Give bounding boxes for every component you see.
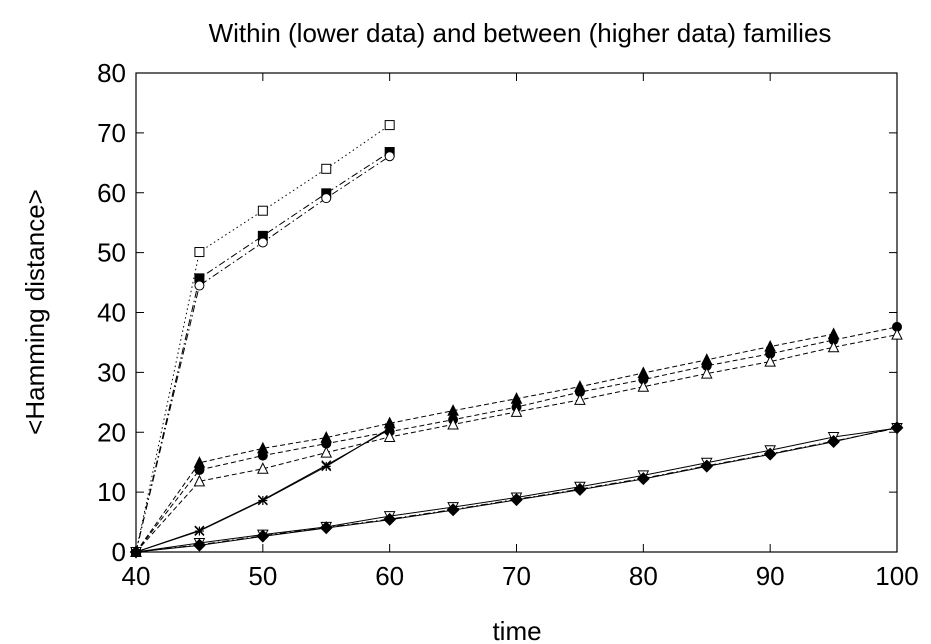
series-line-4 <box>135 333 834 553</box>
x-tick-label: 60 <box>375 561 404 591</box>
data-point <box>194 464 205 475</box>
data-point <box>510 493 523 507</box>
data-point <box>321 460 332 471</box>
data-point <box>637 472 650 486</box>
data-point <box>129 545 143 559</box>
series-line-6 <box>135 334 898 553</box>
data-point <box>257 205 268 216</box>
y-tick-label: 70 <box>97 118 126 148</box>
data-point <box>194 247 205 258</box>
plot-area: 40 50 60 70 80 90 100 0 10 20 30 40 50 60 70 80 <box>97 58 919 591</box>
y-tick-label: 20 <box>97 417 126 447</box>
data-point <box>384 424 395 435</box>
data-point <box>257 450 268 461</box>
series-line-5 <box>135 326 898 553</box>
data-point <box>193 474 206 487</box>
data-point <box>194 525 205 536</box>
x-axis-label: time <box>492 616 541 644</box>
data-point <box>764 354 776 367</box>
data-point <box>700 460 713 473</box>
data-point <box>573 483 587 496</box>
data-point <box>320 521 333 535</box>
data-point <box>383 513 396 526</box>
x-tick-label: 40 <box>122 561 151 591</box>
data-point <box>321 461 332 472</box>
y-tick-label: 50 <box>97 238 126 268</box>
x-tick-label: 70 <box>502 561 531 591</box>
series-line-1 <box>135 124 390 553</box>
y-axis-label: <Hamming distance> <box>20 189 50 435</box>
data-point <box>447 417 459 430</box>
x-tick-label: 100 <box>875 561 918 591</box>
y-tick-label: 0 <box>112 537 126 567</box>
data-point <box>257 494 268 505</box>
data-point <box>257 462 269 474</box>
data-point <box>321 193 332 204</box>
data-point <box>827 340 840 353</box>
y-tick-label: 10 <box>97 477 126 507</box>
data-point <box>384 120 395 131</box>
data-point <box>446 503 460 517</box>
x-tick-label: 50 <box>248 561 277 591</box>
data-point <box>321 163 332 174</box>
y-tick-label: 80 <box>97 58 126 88</box>
y-tick-label: 60 <box>97 178 126 208</box>
data-point <box>637 380 650 392</box>
data-point <box>384 151 395 162</box>
data-point <box>891 328 903 340</box>
series-line-11 <box>135 427 898 553</box>
x-tick-label: 80 <box>629 561 658 591</box>
data-point <box>384 423 395 433</box>
data-point <box>193 539 206 552</box>
data-point <box>256 530 270 543</box>
data-point <box>827 435 840 449</box>
x-tick-label: 90 <box>756 561 785 591</box>
data-point <box>194 280 205 291</box>
chart-title: Within (lower data) and between (higher … <box>209 18 832 48</box>
series-line-10 <box>135 427 898 553</box>
data-point <box>257 237 268 248</box>
series-line-9 <box>135 427 898 553</box>
data-point <box>383 430 396 443</box>
data-point <box>574 393 586 405</box>
data-point <box>510 405 523 417</box>
data-point <box>320 445 333 458</box>
data-point <box>700 366 713 379</box>
plot-frame <box>135 72 898 553</box>
y-tick-label: 30 <box>97 357 126 387</box>
data-point <box>890 421 904 434</box>
y-tick-label: 40 <box>97 298 126 328</box>
data-point <box>763 448 777 461</box>
